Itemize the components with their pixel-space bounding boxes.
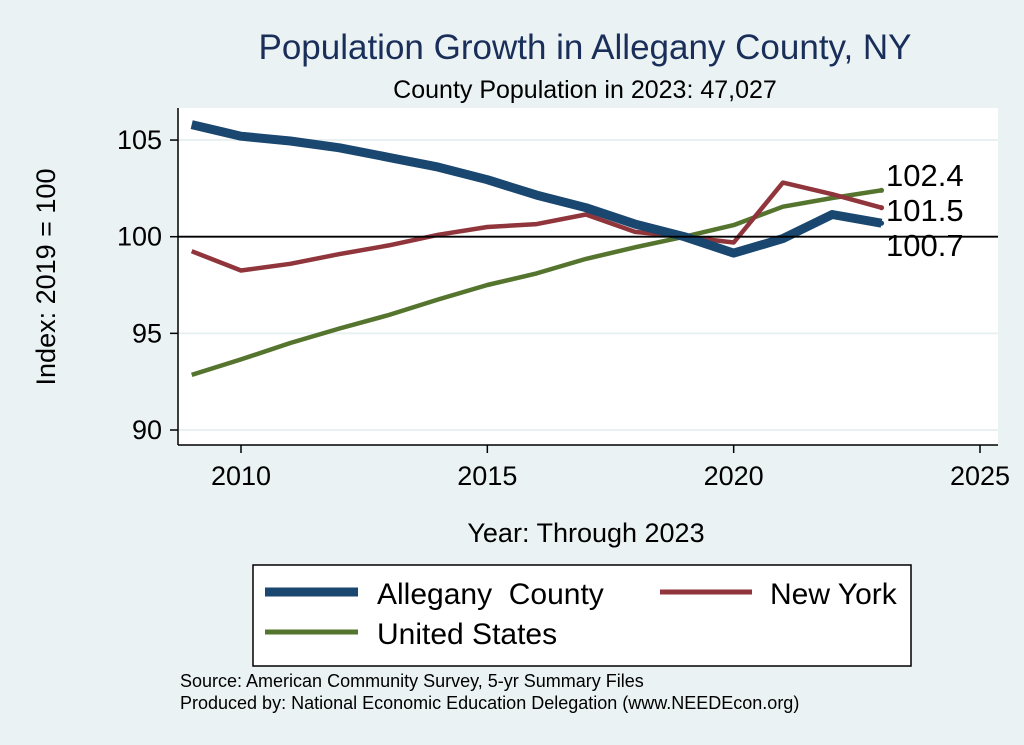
- series-line-united-states: [191, 188, 882, 378]
- legend-label: Allegany County: [377, 578, 604, 611]
- legend: Allegany County New York United States: [252, 564, 912, 667]
- x-tick-label: 2020: [704, 461, 764, 491]
- x-tick-label: 2015: [457, 461, 517, 491]
- x-tick-label: 2010: [211, 461, 271, 491]
- end-marker: [878, 220, 885, 226]
- plot-area: [178, 108, 998, 445]
- y-tick-label: 100: [117, 222, 162, 252]
- end-label-united-states: 102.4: [886, 158, 964, 193]
- chart-title: Population Growth in Allegany County, NY: [258, 28, 911, 67]
- legend-box: [252, 564, 912, 667]
- end-label-new-york: 101.5: [886, 193, 964, 228]
- end-marker: [878, 187, 885, 193]
- axes: 90 95 100 105 2010 2015 2020 2025: [117, 108, 1010, 491]
- series-line-new-york: [190, 180, 883, 273]
- producer-note: Produced by: National Economic Education…: [180, 693, 799, 713]
- x-tick-label: 2025: [950, 461, 1010, 491]
- legend-label: New York: [770, 578, 898, 611]
- source-note: Source: American Community Survey, 5-yr …: [180, 671, 644, 691]
- series-line-allegany-county: [190, 120, 883, 258]
- x-axis-label: Year: Through 2023: [467, 518, 704, 548]
- series-lines: [178, 120, 998, 378]
- legend-label: United States: [377, 618, 557, 651]
- y-tick-label: 95: [132, 318, 162, 348]
- y-axis-label: Index: 2019 = 100: [31, 169, 61, 386]
- y-tick-label: 105: [117, 125, 162, 155]
- y-tick-label: 90: [132, 415, 162, 445]
- end-label-allegany-county: 100.7: [886, 228, 964, 263]
- chart-subtitle: County Population in 2023: 47,027: [393, 76, 777, 104]
- end-marker: [878, 205, 885, 211]
